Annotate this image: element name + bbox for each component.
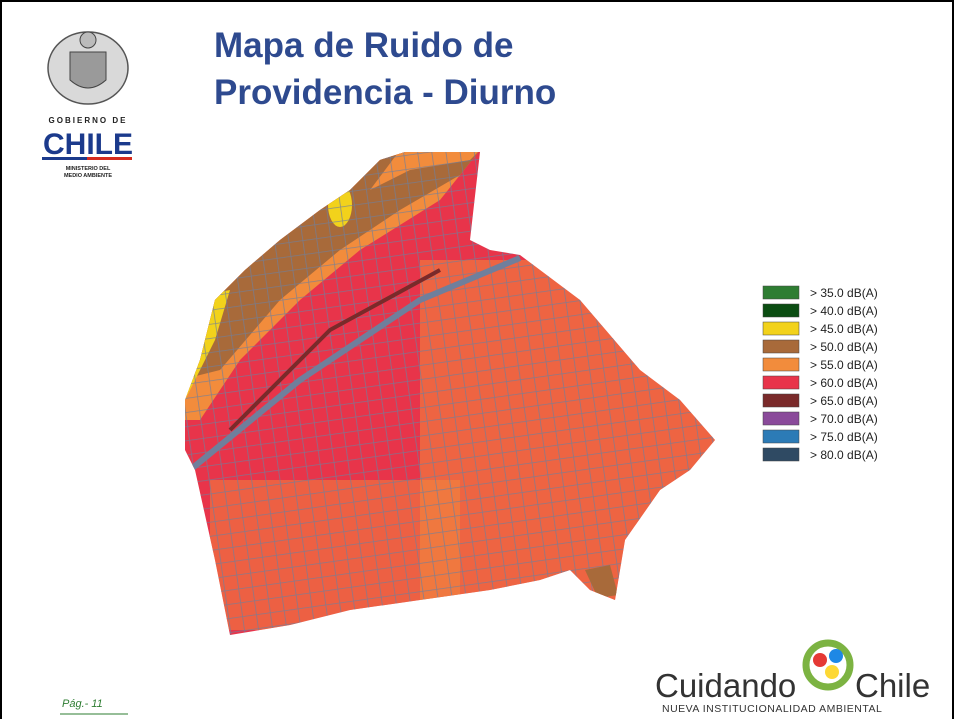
logo-text: MINISTERIO DEL (66, 166, 111, 172)
legend-label: > 70.0 dB(A) (810, 412, 878, 426)
legend-swatch (763, 430, 799, 443)
legend-swatch (763, 394, 799, 407)
title: Mapa de Ruido de (214, 26, 513, 65)
slide: GOBIERNO DE CHILE MINISTERIO DEL MEDIO A… (0, 0, 954, 719)
legend-label: > 80.0 dB(A) (810, 448, 878, 462)
page-number: Pág.- 11 (62, 698, 103, 710)
logo-tagline: NUEVA INSTITUCIONALIDAD AMBIENTAL (662, 703, 882, 715)
logo-text: MEDIO AMBIENTE (64, 173, 112, 179)
legend-label: > 40.0 dB(A) (810, 304, 878, 318)
legend: > 35.0 dB(A) > 40.0 dB(A) > 45.0 dB(A) > 50… (763, 286, 878, 462)
logo-text: GOBIERNO DE (49, 116, 128, 125)
legend-label: > 55.0 dB(A) (810, 358, 878, 372)
legend-swatch (763, 448, 799, 461)
legend-swatch (763, 358, 799, 371)
logo-text: CHILE (43, 128, 133, 161)
logo-text: Cuidando (655, 667, 796, 704)
legend-swatch (763, 322, 799, 335)
legend-swatch (763, 286, 799, 299)
noise-map (180, 150, 720, 640)
legend-swatch (763, 412, 799, 425)
legend-label: > 65.0 dB(A) (810, 394, 878, 408)
gobierno-logo: GOBIERNO DE CHILE MINISTERIO DEL MEDIO A… (42, 32, 133, 179)
legend-label: > 45.0 dB(A) (810, 322, 878, 336)
legend-swatch (763, 304, 799, 317)
cuidando-logo: Cuidando Chile NUEVA INSTITUCIONALIDAD A… (655, 643, 930, 715)
legend-swatch (763, 340, 799, 353)
legend-label: > 60.0 dB(A) (810, 376, 878, 390)
title: Providencia - Diurno (214, 73, 556, 112)
legend-swatch (763, 376, 799, 389)
legend-label: > 35.0 dB(A) (810, 286, 878, 300)
logo-text: Chile (855, 667, 930, 704)
legend-label: > 75.0 dB(A) (810, 430, 878, 444)
legend-label: > 50.0 dB(A) (810, 340, 878, 354)
